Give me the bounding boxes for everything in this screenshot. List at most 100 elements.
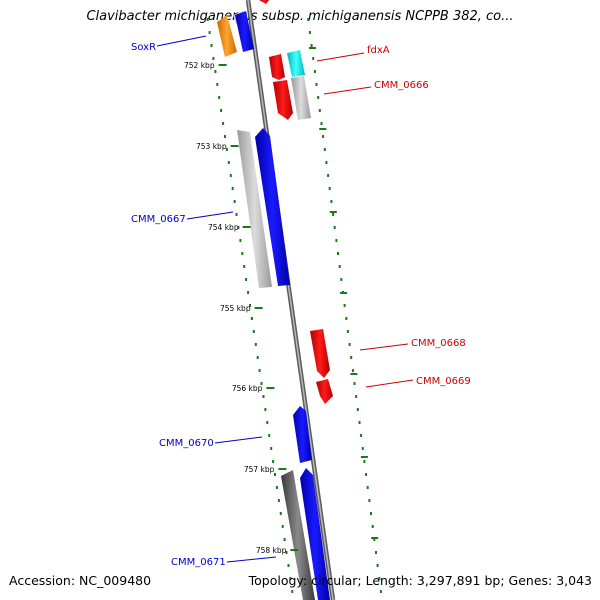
tick-mark [290, 549, 299, 551]
dot-left [270, 447, 273, 450]
dot-left [216, 83, 219, 86]
leader-cmm0668 [359, 343, 409, 351]
leader-cmm0666 [323, 86, 372, 95]
dot-right [376, 564, 379, 567]
dot-left [250, 317, 253, 320]
dot-left [247, 291, 250, 294]
dot-right [310, 44, 313, 47]
tick-mark [218, 64, 227, 66]
gene-arrow-orange [217, 15, 237, 57]
dot-left [287, 564, 290, 567]
dot-left [206, 18, 209, 21]
leader-cmm0671 [226, 556, 277, 563]
gene-arrow-cmm0669 [316, 379, 333, 404]
gene-arrow-cmm0667-gray [237, 130, 272, 288]
dot-left [233, 200, 236, 203]
tick-marks: 752 kbp 753 kbp 754 kbp 755 kbp 756 kbp 757 k… [184, 47, 379, 555]
dot-right [379, 590, 382, 593]
dot-left [266, 421, 269, 424]
tick-mark-minor [350, 373, 358, 375]
gene-arrow-partial-top [259, 0, 269, 4]
tick-mark-minor [329, 211, 337, 213]
dot-left [283, 538, 286, 541]
dot-right [373, 538, 376, 541]
leader-soxr [156, 35, 207, 47]
dot-left [289, 577, 292, 580]
gene-arrow-cmm0668 [310, 329, 330, 378]
gene-arrow-cmm0666-red [273, 80, 293, 120]
dot-left [252, 330, 255, 333]
leader-cmm0667 [186, 211, 234, 220]
dot-right [368, 499, 371, 502]
tick-label: 757 kbp [244, 465, 275, 474]
dot-right [358, 421, 361, 424]
dot-left [277, 499, 280, 502]
dot-left [258, 369, 261, 372]
dot-right [315, 83, 318, 86]
dot-right [323, 148, 326, 151]
tick-label: 753 kbp [196, 142, 227, 151]
map-title: Clavibacter michiganensis subsp. michiga… [86, 9, 514, 24]
dot-left [229, 174, 232, 177]
dot-right [312, 57, 315, 60]
gene-label-soxr: SoxR [131, 42, 156, 53]
dot-left [279, 512, 282, 515]
dot-left [245, 278, 248, 281]
gene-arrow-cmm0666-gray [291, 76, 311, 120]
dot-right [375, 551, 377, 554]
dot-right [317, 96, 320, 99]
dot-left [268, 434, 271, 437]
tick-mark [278, 468, 287, 470]
dot-right [327, 174, 330, 177]
dot-right [335, 239, 338, 242]
dot-right [333, 226, 336, 229]
tick-mark-minor [360, 456, 368, 458]
accession-text: Accession: NC_009480 [9, 573, 152, 588]
gene-arrow-soxr [235, 11, 254, 52]
dot-left [222, 122, 225, 125]
dot-right [365, 473, 368, 476]
dot-right [346, 330, 349, 333]
dot-right [363, 460, 366, 463]
genome-backbone-highlight [247, 0, 334, 600]
leader-cmm0669 [365, 379, 414, 388]
dot-left [218, 96, 221, 99]
tick-label: 756 kbp [232, 384, 263, 393]
gene-label-fdxa: fdxA [367, 45, 390, 56]
dot-right [360, 434, 363, 437]
dot-right [330, 200, 333, 203]
tick-mark [266, 387, 275, 389]
gene-label-cmm0671: CMM_0671 [171, 557, 226, 568]
dot-right [308, 31, 311, 34]
dot-left [281, 525, 284, 528]
dot-right [353, 382, 356, 385]
dot-left [225, 148, 228, 151]
dot-left [262, 395, 265, 398]
dot-left [291, 590, 294, 593]
dot-right [343, 304, 346, 307]
dot-right [332, 213, 335, 216]
gene-arrow-cmm0671-dark [281, 470, 315, 600]
dot-left [256, 356, 259, 359]
dot-right [313, 70, 316, 73]
tick-mark [254, 307, 263, 309]
dot-right [320, 122, 323, 125]
leader-fdxa [316, 52, 365, 62]
dot-right [340, 278, 343, 281]
gene-label-cmm0666: CMM_0666 [374, 80, 429, 91]
tick-mark [242, 226, 251, 228]
gene-arrow-cmm0667 [255, 128, 290, 286]
gene-label-cmm0668: CMM_0668 [411, 338, 466, 349]
dot-right [378, 577, 381, 580]
dot-right [345, 317, 348, 320]
topology-summary: Topology: circular; Length: 3,297,891 bp… [248, 573, 592, 588]
dot-left [235, 213, 238, 216]
dot-right [350, 356, 353, 359]
gene-arrow-cmm0670 [293, 406, 312, 463]
dot-left [274, 473, 276, 476]
dot-right [325, 161, 328, 164]
dot-right [322, 135, 325, 138]
dot-right [361, 447, 364, 450]
dot-left [254, 343, 257, 346]
